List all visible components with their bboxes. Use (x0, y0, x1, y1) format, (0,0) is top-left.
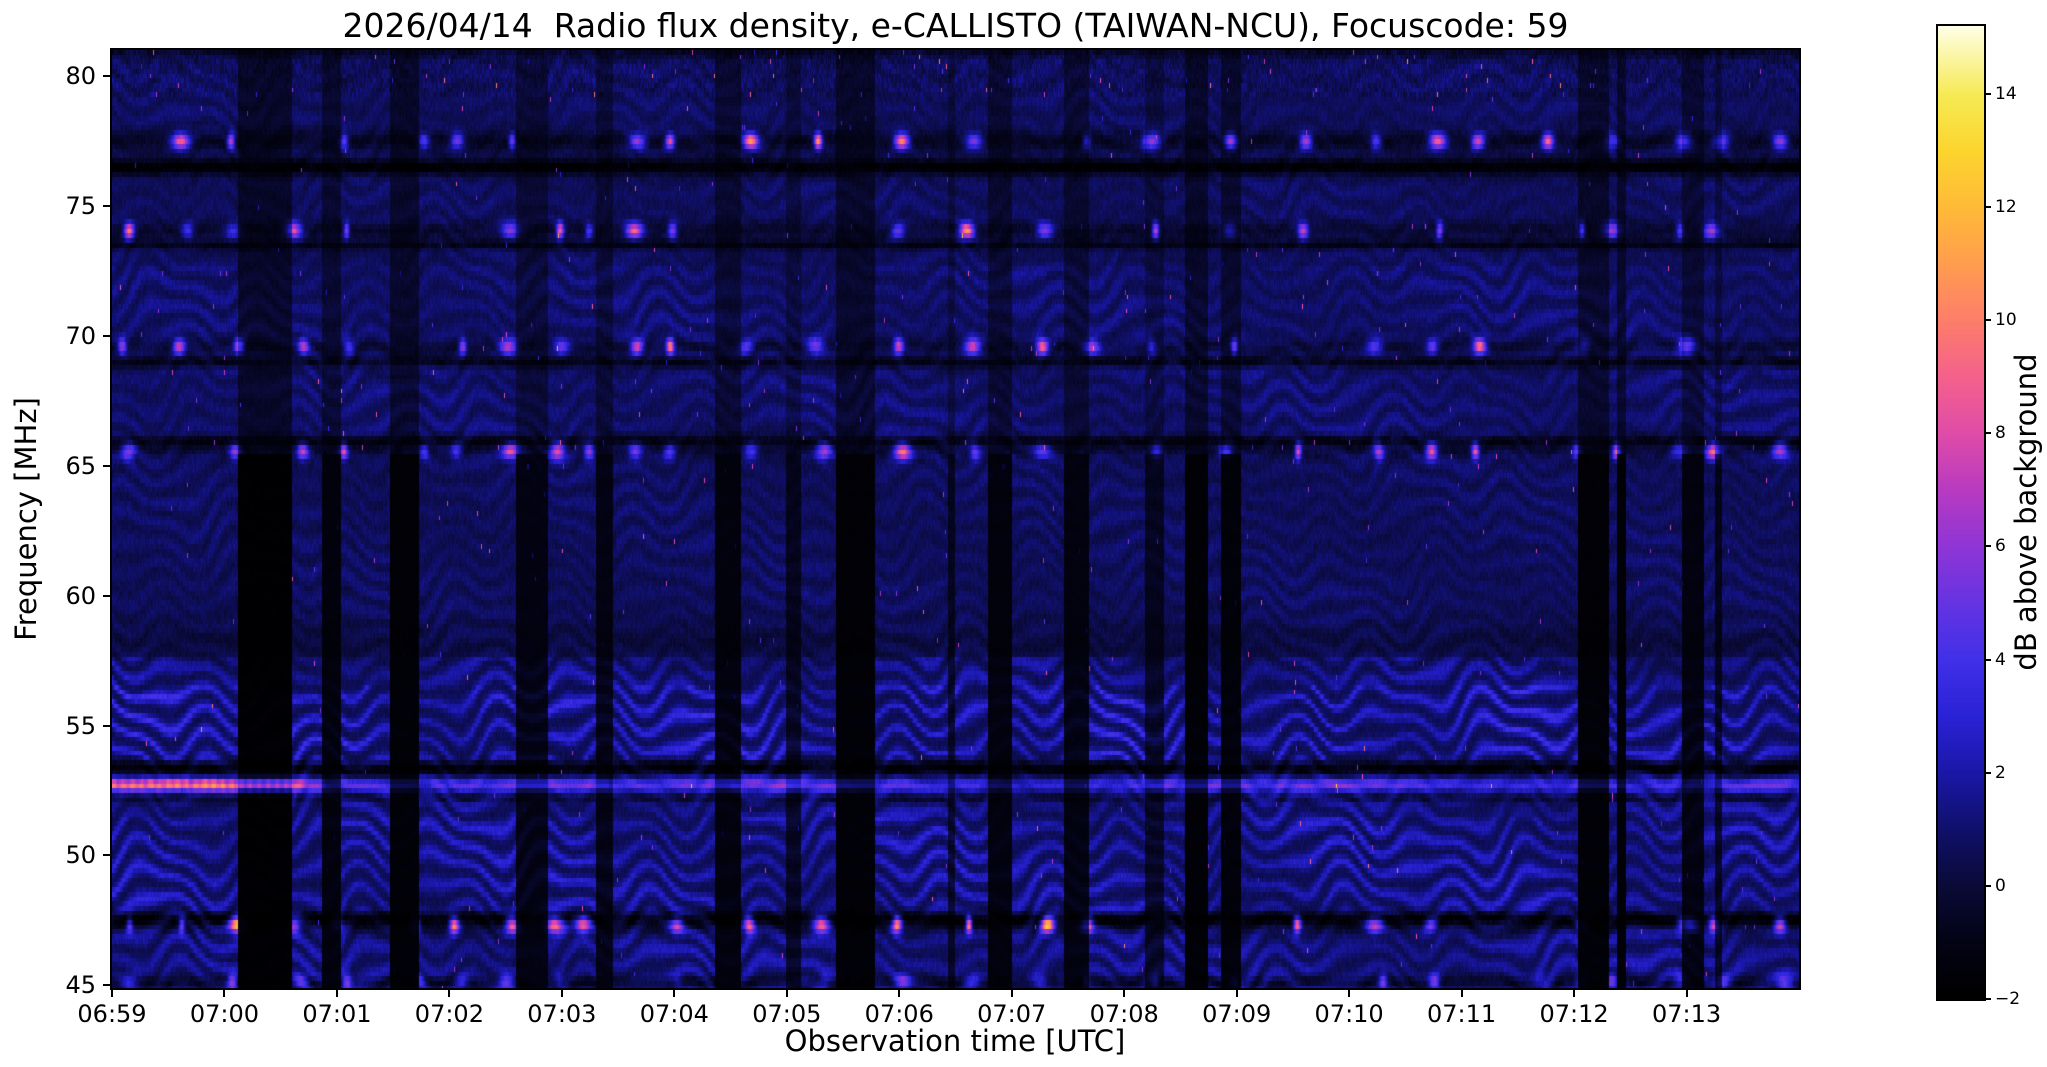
y-tick-mark (103, 464, 112, 467)
x-tick-label: 07:10 (1314, 1000, 1384, 1028)
x-tick-mark (335, 988, 338, 997)
x-tick-label: 07:09 (1202, 1000, 1272, 1028)
x-tick-mark (1348, 988, 1351, 997)
x-tick-label: 07:01 (302, 1000, 372, 1028)
x-tick-label: 07:08 (1089, 1000, 1159, 1028)
y-tick-mark (103, 854, 112, 857)
colorbar-label: dB above background (2009, 353, 2043, 671)
y-tick-mark (103, 984, 112, 987)
colorbar-tick-label: 4 (1995, 649, 2006, 670)
x-tick-label: 07:13 (1651, 1000, 1722, 1028)
spectrogram-heatmap (112, 50, 1799, 988)
x-tick-mark (673, 988, 676, 997)
y-tick-mark (103, 334, 112, 337)
colorbar-tick-mark (1984, 206, 1991, 209)
x-tick-label: 07:07 (977, 1000, 1047, 1028)
x-tick-label: 07:00 (189, 1000, 260, 1028)
y-tick-label: 60 (65, 581, 96, 610)
x-tick-mark (1460, 988, 1463, 997)
y-tick-label: 45 (65, 971, 96, 1000)
x-tick-mark (560, 988, 563, 997)
x-tick-mark (1010, 988, 1013, 997)
colorbar-tick-label: 2 (1995, 762, 2006, 783)
y-tick-label: 80 (65, 61, 96, 90)
x-tick-mark (1685, 988, 1688, 997)
x-tick-label: 07:04 (639, 1000, 709, 1028)
colorbar-tick-mark (1984, 545, 1991, 548)
colorbar-tick-mark (1984, 658, 1991, 661)
x-tick-mark (111, 988, 113, 997)
x-tick-mark (1235, 988, 1238, 997)
x-tick-mark (1123, 988, 1126, 997)
x-tick-label: 07:03 (527, 1000, 597, 1028)
colorbar-tick-label: 12 (1995, 197, 2017, 218)
colorbar-gradient (1938, 26, 1984, 999)
x-tick-mark (448, 988, 451, 997)
colorbar-tick-mark (1984, 319, 1991, 322)
y-tick-label: 55 (65, 711, 96, 740)
x-tick-label: 07:11 (1427, 1000, 1497, 1028)
x-tick-label: 07:02 (414, 1000, 484, 1028)
colorbar-tick-label: 14 (1995, 83, 2017, 104)
x-tick-mark (785, 988, 788, 997)
colorbar (1936, 24, 1986, 1001)
colorbar-tick-label: −2 (1995, 989, 2021, 1009)
chart-title: 2026/04/14 Radio flux density, e-CALLIST… (342, 6, 1569, 45)
x-tick-mark (223, 988, 226, 997)
colorbar-tick-mark (1984, 92, 1991, 95)
y-tick-mark (103, 724, 112, 727)
colorbar-tick-label: 0 (1995, 875, 2006, 896)
y-tick-label: 70 (65, 321, 96, 350)
x-tick-mark (898, 988, 901, 997)
colorbar-tick-mark (1984, 771, 1991, 774)
x-tick-label: 06:59 (77, 1000, 147, 1028)
x-tick-mark (1573, 988, 1576, 997)
colorbar-tick-mark (1984, 432, 1991, 435)
y-tick-mark (103, 594, 112, 597)
y-tick-mark (103, 204, 112, 207)
colorbar-tick-mark (1984, 884, 1991, 887)
y-tick-label: 65 (65, 451, 96, 480)
x-tick-label: 07:05 (752, 1000, 822, 1028)
y-tick-label: 75 (65, 191, 96, 220)
plot-area (110, 48, 1801, 990)
x-axis-label: Observation time [UTC] (784, 1024, 1126, 1058)
colorbar-tick-mark (1984, 998, 1991, 1000)
colorbar-tick-label: 10 (1995, 310, 2017, 331)
x-tick-label: 07:06 (864, 1000, 934, 1028)
colorbar-tick-label: 6 (1995, 536, 2006, 557)
colorbar-tick-label: 8 (1995, 423, 2006, 444)
y-tick-label: 50 (65, 841, 96, 870)
x-tick-label: 07:12 (1539, 1000, 1609, 1028)
y-tick-mark (103, 74, 112, 77)
